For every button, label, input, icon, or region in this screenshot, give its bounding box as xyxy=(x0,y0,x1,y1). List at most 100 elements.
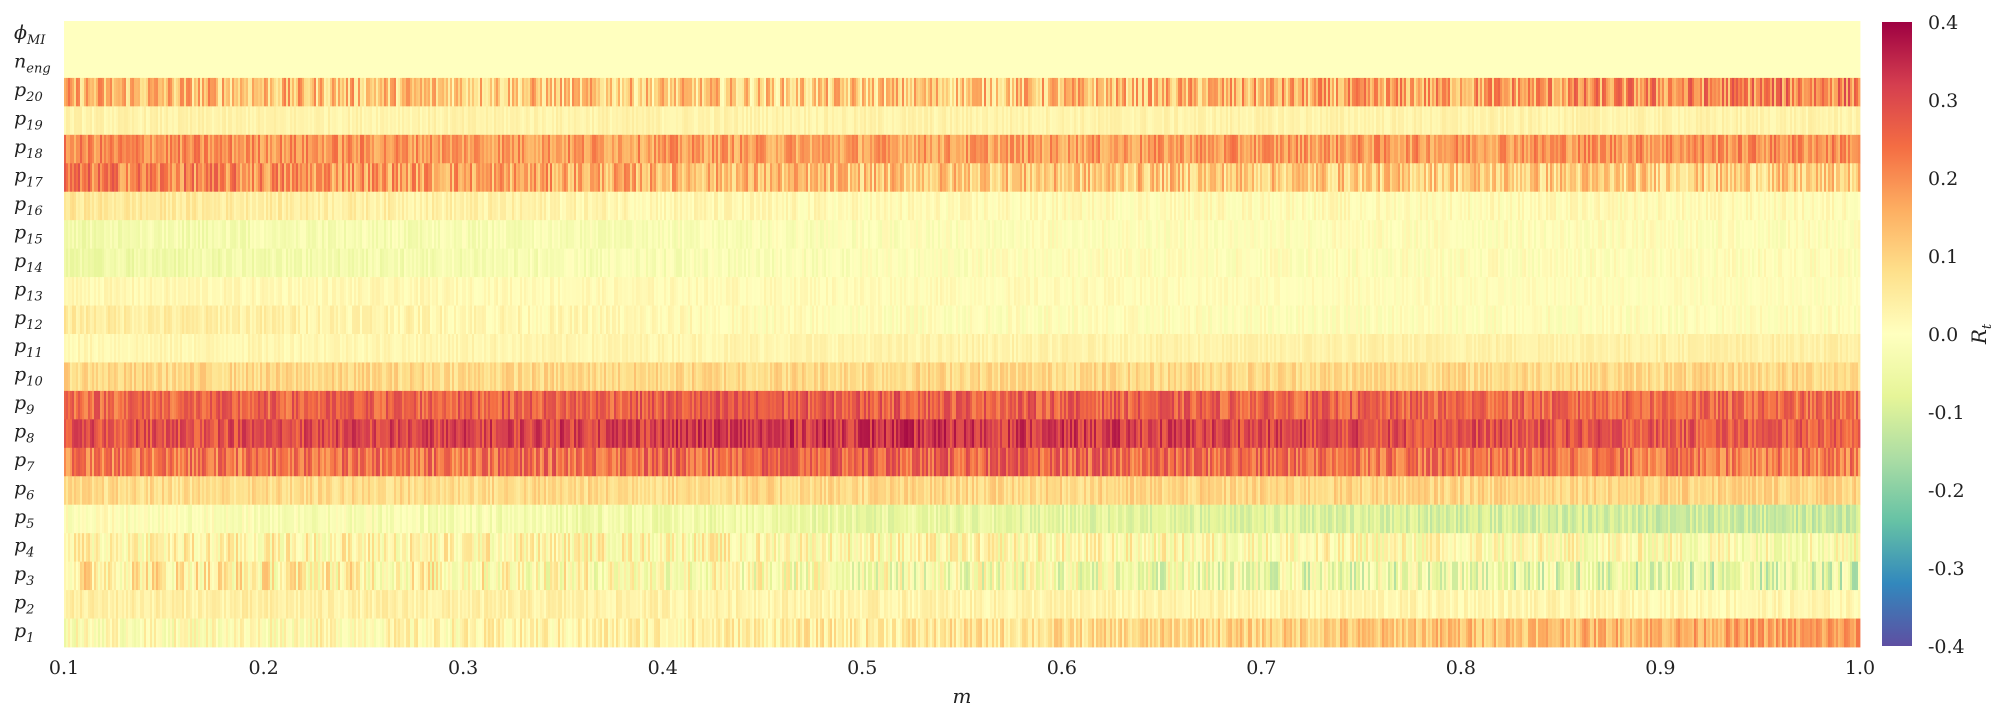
heatmap-cell xyxy=(1408,49,1411,79)
heatmap-cell xyxy=(1328,134,1331,164)
heatmap-cell xyxy=(1366,134,1369,164)
heatmap-cell xyxy=(164,163,167,193)
heatmap-cell xyxy=(1326,134,1329,164)
heatmap-cell xyxy=(796,21,799,50)
heatmap-cell xyxy=(1712,49,1715,79)
heatmap-cell xyxy=(364,134,367,164)
heatmap-cell xyxy=(336,21,339,50)
heatmap-cell xyxy=(1384,106,1387,136)
heatmap-cell xyxy=(498,77,501,107)
heatmap-cell xyxy=(1364,77,1367,107)
heatmap-cell xyxy=(974,77,977,107)
heatmap-cell xyxy=(1538,77,1541,107)
heatmap-cell xyxy=(800,49,803,79)
heatmap-cell xyxy=(680,163,683,193)
heatmap-cell xyxy=(1144,134,1147,164)
heatmap-cell xyxy=(768,21,771,50)
heatmap-cell xyxy=(122,106,125,136)
heatmap-cell xyxy=(1834,134,1837,164)
heatmap-cell xyxy=(470,77,473,107)
heatmap-cell xyxy=(788,49,791,79)
heatmap-cell xyxy=(68,163,71,193)
heatmap-cell xyxy=(1470,106,1473,136)
heatmap-cell xyxy=(1842,77,1845,107)
heatmap-cell xyxy=(1538,49,1541,79)
heatmap-cell xyxy=(1214,21,1217,50)
heatmap-cell xyxy=(570,49,573,79)
heatmap-cell xyxy=(1032,134,1035,164)
heatmap-cell xyxy=(1282,106,1285,136)
heatmap-cell xyxy=(850,77,853,107)
heatmap-cell xyxy=(1014,49,1017,79)
heatmap-cell xyxy=(98,163,101,193)
heatmap-cell xyxy=(382,106,385,136)
heatmap-cell xyxy=(400,49,403,79)
heatmap-cell xyxy=(1414,134,1417,164)
heatmap-cell xyxy=(1178,49,1181,79)
heatmap-cell xyxy=(1164,106,1167,136)
heatmap-cell xyxy=(422,77,425,107)
heatmap-cell xyxy=(808,106,811,136)
heatmap-cell xyxy=(904,134,907,164)
heatmap-cell xyxy=(1304,49,1307,79)
heatmap-cell xyxy=(1404,106,1407,136)
heatmap-cell xyxy=(590,21,593,50)
heatmap-cell xyxy=(254,21,257,50)
heatmap-cell xyxy=(1614,106,1617,136)
heatmap-cell xyxy=(1624,49,1627,79)
heatmap-cell xyxy=(254,163,257,193)
heatmap-cell xyxy=(1064,77,1067,107)
heatmap-cell xyxy=(78,134,81,164)
heatmap-cell xyxy=(1630,134,1633,164)
heatmap-cell xyxy=(1674,21,1677,50)
heatmap-cell xyxy=(170,134,173,164)
heatmap-cell xyxy=(1820,77,1823,107)
heatmap-cell xyxy=(1268,134,1271,164)
heatmap-cell xyxy=(1686,106,1689,136)
heatmap-cell xyxy=(1378,21,1381,50)
heatmap-cell xyxy=(1146,77,1149,107)
heatmap-cell xyxy=(328,21,331,50)
heatmap-cell xyxy=(1766,77,1769,107)
heatmap-cell xyxy=(898,77,901,107)
heatmap-cell xyxy=(968,77,971,107)
heatmap-cell xyxy=(172,21,175,50)
heatmap-cell xyxy=(1502,21,1505,50)
heatmap-cell xyxy=(1756,77,1759,107)
heatmap-cell xyxy=(682,163,685,193)
heatmap-cell xyxy=(192,77,195,107)
heatmap-cell xyxy=(566,21,569,50)
heatmap-cell xyxy=(662,163,665,193)
heatmap-cell xyxy=(954,49,957,79)
heatmap-cell xyxy=(888,106,891,136)
heatmap-cell xyxy=(752,106,755,136)
heatmap-cell xyxy=(492,77,495,107)
heatmap-cell xyxy=(722,21,725,50)
heatmap-cell xyxy=(600,77,603,107)
heatmap-cell xyxy=(1562,49,1565,79)
heatmap-cell xyxy=(1456,134,1459,164)
heatmap-cell xyxy=(1650,134,1653,164)
heatmap-cell xyxy=(204,106,207,136)
heatmap-cell xyxy=(1062,106,1065,136)
heatmap-cell xyxy=(126,163,129,193)
heatmap-cell xyxy=(1242,77,1245,107)
heatmap-cell xyxy=(426,134,429,164)
heatmap-cell xyxy=(1670,49,1673,79)
heatmap-cell xyxy=(1858,21,1861,50)
heatmap-cell xyxy=(896,77,899,107)
heatmap-cell xyxy=(880,21,883,50)
heatmap-cell xyxy=(1442,77,1445,107)
heatmap-cell xyxy=(464,106,467,136)
heatmap-cell xyxy=(1006,21,1009,50)
heatmap-cell xyxy=(924,21,927,50)
heatmap-cell xyxy=(1146,134,1149,164)
heatmap-cell xyxy=(648,134,651,164)
heatmap-cell xyxy=(1754,21,1757,50)
heatmap-cell xyxy=(860,77,863,107)
heatmap-cell xyxy=(1520,134,1523,164)
heatmap-cell xyxy=(1238,106,1241,136)
heatmap-cell xyxy=(514,106,517,136)
heatmap-cell xyxy=(390,163,393,193)
heatmap-cell xyxy=(1012,21,1015,50)
